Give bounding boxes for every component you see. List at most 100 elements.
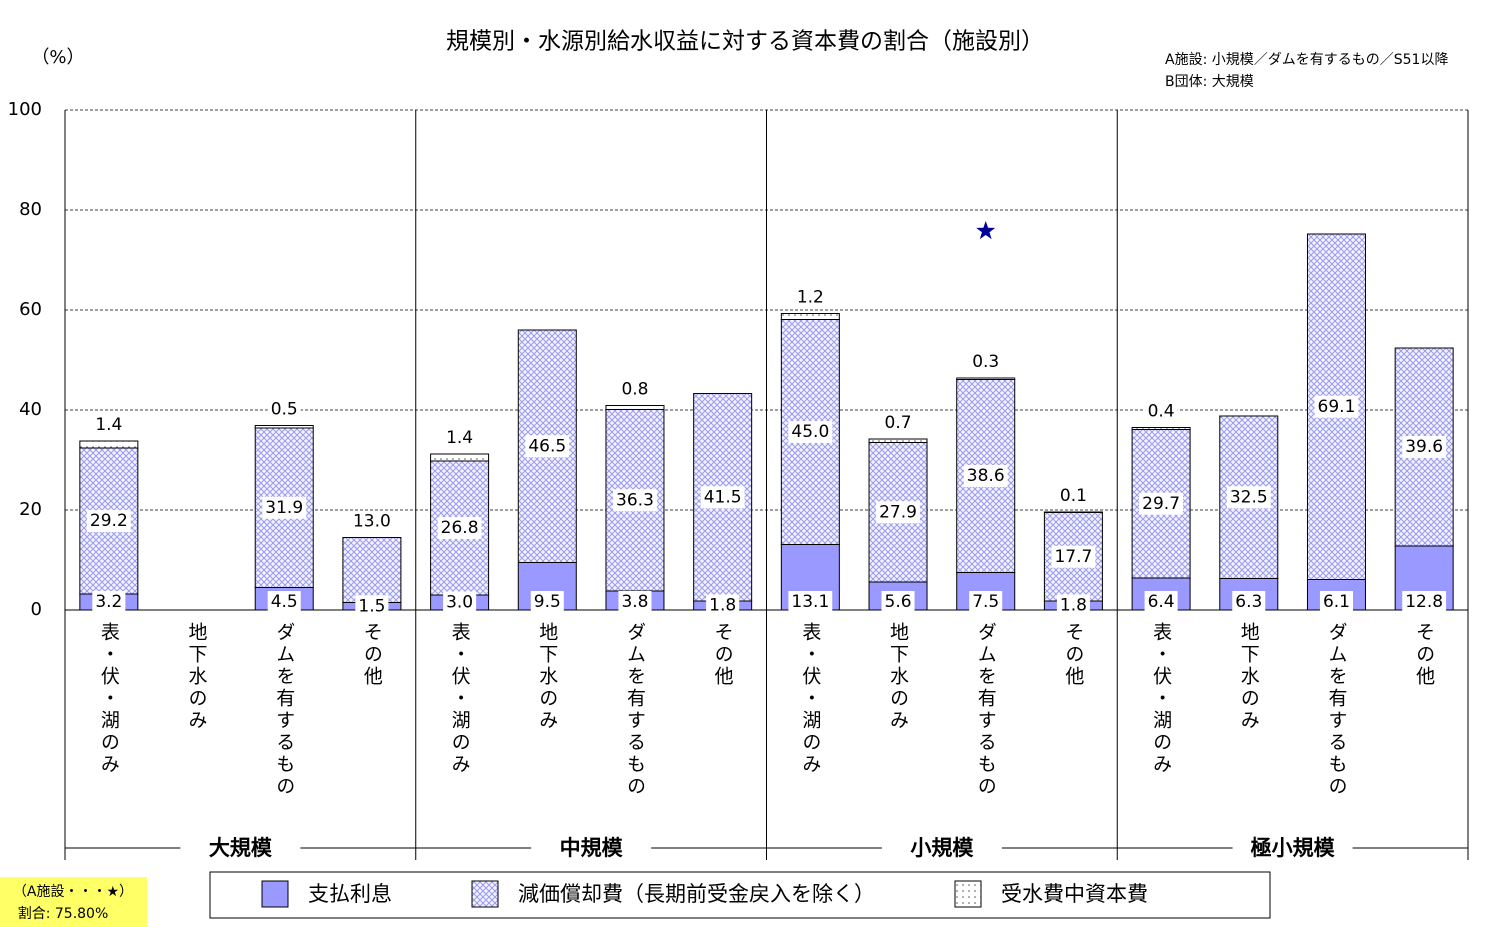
value-label: 0.1 [1060,486,1087,506]
value-label: 26.8 [441,518,479,538]
value-label-bg [881,591,915,613]
value-label-bg [349,510,394,533]
value-label: 17.7 [1054,547,1092,567]
x-tick-label: 表・伏・湖のみ [449,622,471,776]
group-label: 小規模 [910,836,974,860]
star-marker [976,221,996,240]
star-note-value: 割合: 75.80% [18,905,109,922]
group-label-bg [531,835,652,861]
note: A施設: 小規模／ダムを有するもの／S51以降 [1165,52,1448,68]
group-label: 中規模 [560,836,624,860]
value-label: 7.5 [972,592,999,612]
value-label-bg [525,435,570,458]
value-label: 1.4 [95,415,122,435]
value-label-bg [267,398,301,421]
value-label: 1.4 [446,428,473,448]
value-label: 45.0 [791,422,829,442]
value-label: 1.8 [709,596,736,616]
value-label: 0.7 [885,413,912,433]
bar-segment [79,440,139,449]
y-tick-label: 80 [19,199,42,220]
chart-title: 規模別・水源別給水収益に対する資本費の割合（施設別） [446,29,1044,55]
value-label-bg [1232,591,1266,613]
value-label-bg [881,412,915,434]
value-label-bg [1056,485,1090,507]
group-label: 大規模 [209,836,273,860]
x-tick-label: 表・伏・湖のみ [98,622,120,776]
value-label: 5.6 [885,592,912,612]
y-tick-label: 100 [8,99,42,120]
x-tick-label: ダムを有するもの [975,622,997,798]
value-label: 46.5 [528,436,566,456]
y-tick-label: 60 [19,299,42,320]
legend-swatch [954,880,982,908]
value-label-bg [530,591,564,613]
bar-segment [868,438,928,443]
value-label: 6.1 [1323,592,1350,612]
value-label-bg [788,421,833,443]
value-label-bg [92,414,126,436]
x-tick-label: 地下水のみ [536,622,558,732]
value-label: 12.8 [1405,592,1443,612]
value-label: 39.6 [1405,437,1443,457]
x-tick-label: 地下水のみ [186,622,208,732]
value-label-bg [443,427,477,449]
value-label: 29.2 [90,511,128,531]
y-tick-label: 0 [31,599,42,620]
value-label: 3.8 [621,592,648,612]
value-label: 6.3 [1235,592,1262,612]
x-tick-label: ダムを有するもの [624,622,646,798]
x-tick-label: 表・伏・湖のみ [799,622,821,776]
x-tick-label: 地下水のみ [887,622,909,732]
group-label-bg [1232,835,1353,861]
value-label-bg [618,378,652,401]
group-label: 極小規模 [1251,836,1336,860]
y-tick-label: 40 [19,399,42,420]
value-label: 29.7 [1142,494,1180,514]
x-tick-label: ダムを有するもの [1325,622,1347,798]
bar-segment [342,537,402,603]
value-label-bg [1402,436,1447,458]
value-label: 13.0 [353,512,391,532]
value-label-bg [706,594,740,617]
value-label-bg [1226,486,1271,509]
value-label: 6.4 [1148,592,1175,612]
legend-label: 減価償却費（長期前受金戻入を除く） [518,882,875,906]
value-label: 38.6 [967,466,1005,486]
value-label: 1.8 [1060,596,1087,616]
bar-segment [254,425,314,429]
value-label: 0.5 [271,400,298,420]
value-label: 36.3 [616,490,654,510]
value-label: 41.5 [704,487,742,507]
bar-segment [1131,427,1191,430]
value-label-bg [86,510,131,532]
group-label-bg [180,835,301,861]
value-label: 0.3 [972,352,999,372]
value-label-bg [437,517,482,539]
value-label-bg [618,591,652,613]
bar-segment [605,405,665,410]
value-label-bg [262,496,307,519]
legend-swatch [261,880,289,908]
legend-label: 支払利息 [308,882,392,906]
value-label-bg [788,591,833,613]
value-label-bg [1314,395,1359,418]
value-label: 3.2 [95,592,122,612]
value-label-bg [969,591,1003,613]
value-label: 4.5 [271,592,298,612]
bar-segment [956,377,1016,380]
value-label-bg [969,351,1003,373]
value-label-bg [876,501,920,524]
y-unit: （%） [31,47,84,68]
value-label-bg [1319,591,1353,613]
x-tick-label: その他 [361,622,383,688]
legend-swatch [471,880,499,908]
bar-segment [430,453,490,462]
value-label-bg [963,465,1008,487]
value-label-bg [443,591,477,614]
value-label-bg [700,486,745,509]
value-label-bg [1056,594,1090,617]
value-label-bg [267,591,301,613]
value-label: 31.9 [265,498,303,518]
